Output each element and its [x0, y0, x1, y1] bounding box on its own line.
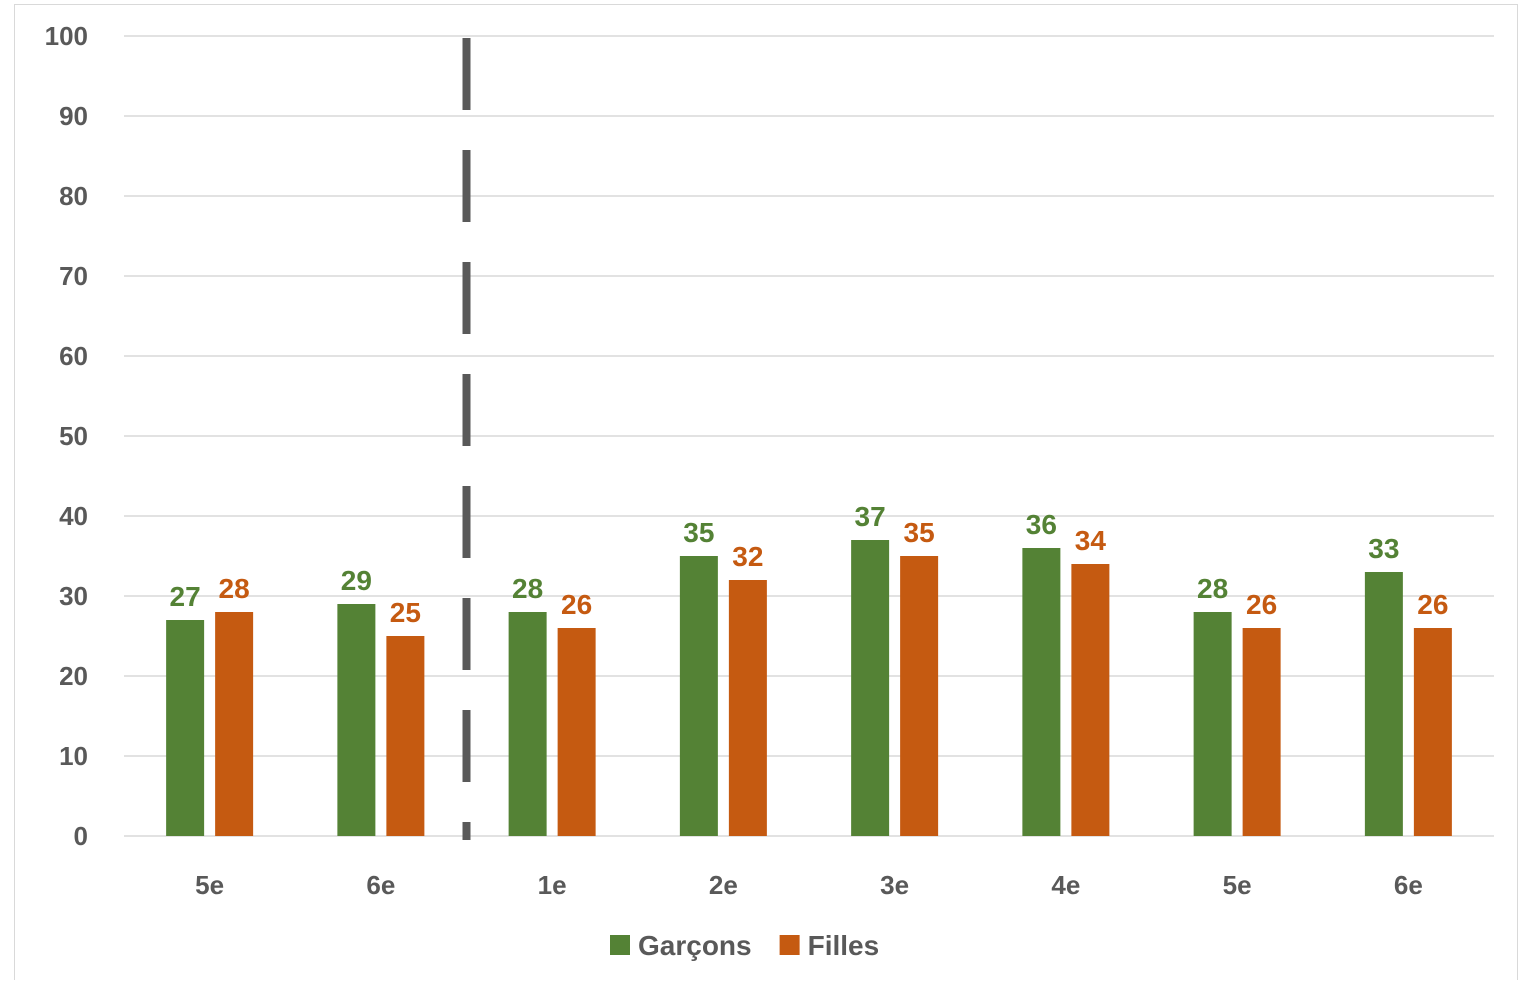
y-tick-label: 40 — [59, 501, 88, 531]
bar-garons — [851, 540, 890, 836]
y-axis-tick-labels: 0 10 20 30 40 50 60 70 80 90 100 — [45, 21, 88, 851]
bar-garons — [679, 556, 718, 836]
gridlines — [124, 35, 1494, 837]
data-label: 37 — [855, 501, 886, 532]
x-tick-label: 1e — [538, 870, 567, 900]
x-tick-label: 4e — [1051, 870, 1080, 900]
y-tick-label: 100 — [45, 21, 88, 51]
data-label: 34 — [1075, 525, 1107, 556]
bar-filles — [386, 636, 425, 836]
y-tick-label: 50 — [59, 421, 88, 451]
data-label: 26 — [1246, 589, 1277, 620]
data-label: 26 — [561, 589, 592, 620]
data-label: 32 — [732, 541, 763, 572]
bar-filles — [1242, 628, 1281, 836]
data-label: 28 — [1197, 573, 1228, 604]
y-tick-label: 20 — [59, 661, 88, 691]
bar-filles — [728, 580, 767, 836]
legend: Garçons Filles — [610, 930, 879, 961]
data-label: 25 — [390, 597, 421, 628]
bar-garons — [166, 620, 205, 836]
x-tick-label: 2e — [709, 870, 738, 900]
data-label: 29 — [341, 565, 372, 596]
legend-label: Filles — [808, 930, 880, 961]
bar-garons — [1193, 612, 1232, 836]
legend-label: Garçons — [638, 930, 752, 961]
bar-filles — [557, 628, 596, 836]
y-tick-label: 60 — [59, 341, 88, 371]
data-label: 28 — [512, 573, 543, 604]
bar-filles — [1071, 564, 1110, 836]
bar-garons — [508, 612, 547, 836]
data-label: 35 — [683, 517, 714, 548]
legend-swatch — [779, 935, 800, 955]
bar-garons — [1364, 572, 1403, 836]
bar-filles — [215, 612, 254, 836]
x-tick-label: 6e — [366, 870, 395, 900]
bar-filles — [1413, 628, 1452, 836]
bar-filles — [900, 556, 939, 836]
data-label: 36 — [1026, 509, 1057, 540]
data-label: 35 — [904, 517, 935, 548]
y-tick-label: 90 — [59, 101, 88, 131]
x-tick-label: 5e — [1223, 870, 1252, 900]
bars — [166, 540, 1452, 836]
y-tick-label: 0 — [74, 821, 88, 851]
data-label: 27 — [170, 581, 201, 612]
y-tick-label: 80 — [59, 181, 88, 211]
x-tick-label: 6e — [1394, 870, 1423, 900]
y-tick-label: 30 — [59, 581, 88, 611]
x-tick-label: 5e — [195, 870, 224, 900]
x-axis-tick-labels: 5e 6e 1e 2e 3e 4e 5e 6e — [195, 870, 1423, 900]
bar-garons — [1022, 548, 1061, 836]
bar-garons — [337, 604, 376, 836]
y-tick-label: 10 — [59, 741, 88, 771]
x-tick-label: 3e — [880, 870, 909, 900]
data-label: 33 — [1368, 533, 1399, 564]
data-label: 26 — [1417, 589, 1448, 620]
y-tick-label: 70 — [59, 261, 88, 291]
legend-swatch — [610, 935, 630, 955]
data-labels: 27 28 29 25 28 26 35 32 37 35 36 34 28 26 33 26 — [170, 501, 1449, 628]
data-label: 28 — [219, 573, 250, 604]
